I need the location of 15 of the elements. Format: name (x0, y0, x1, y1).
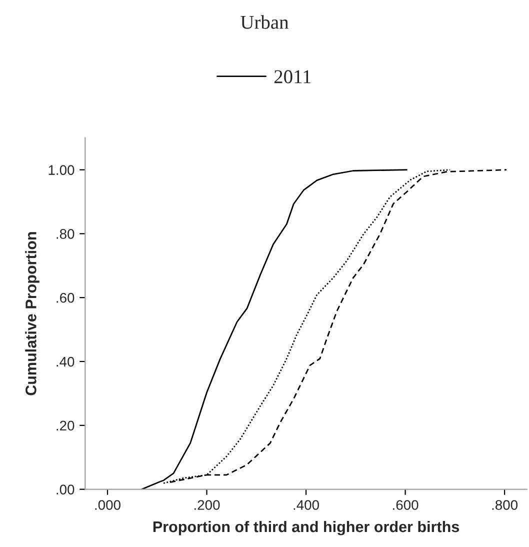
chart-title: Urban (240, 15, 288, 29)
x-tick-label: .200 (194, 500, 220, 510)
x-tick-label: .800 (492, 500, 518, 510)
y-tick-label: .00 (56, 484, 74, 494)
y-tick-label: 1.00 (48, 165, 74, 175)
x-tick-label: .400 (294, 500, 319, 510)
x-axis-title: Proportion of third and higher order births (153, 520, 460, 536)
x-tick-label: .000 (95, 500, 120, 510)
y-axis-title: Cumulative Proportion (25, 232, 40, 396)
x-tick-label: .600 (393, 500, 418, 510)
y-tick-label: .40 (56, 356, 74, 367)
y-tick-label: .80 (56, 229, 74, 239)
y-tick-label: .60 (56, 292, 74, 303)
y-tick-label: .20 (56, 420, 74, 431)
legend-label: 2011 (274, 70, 311, 84)
